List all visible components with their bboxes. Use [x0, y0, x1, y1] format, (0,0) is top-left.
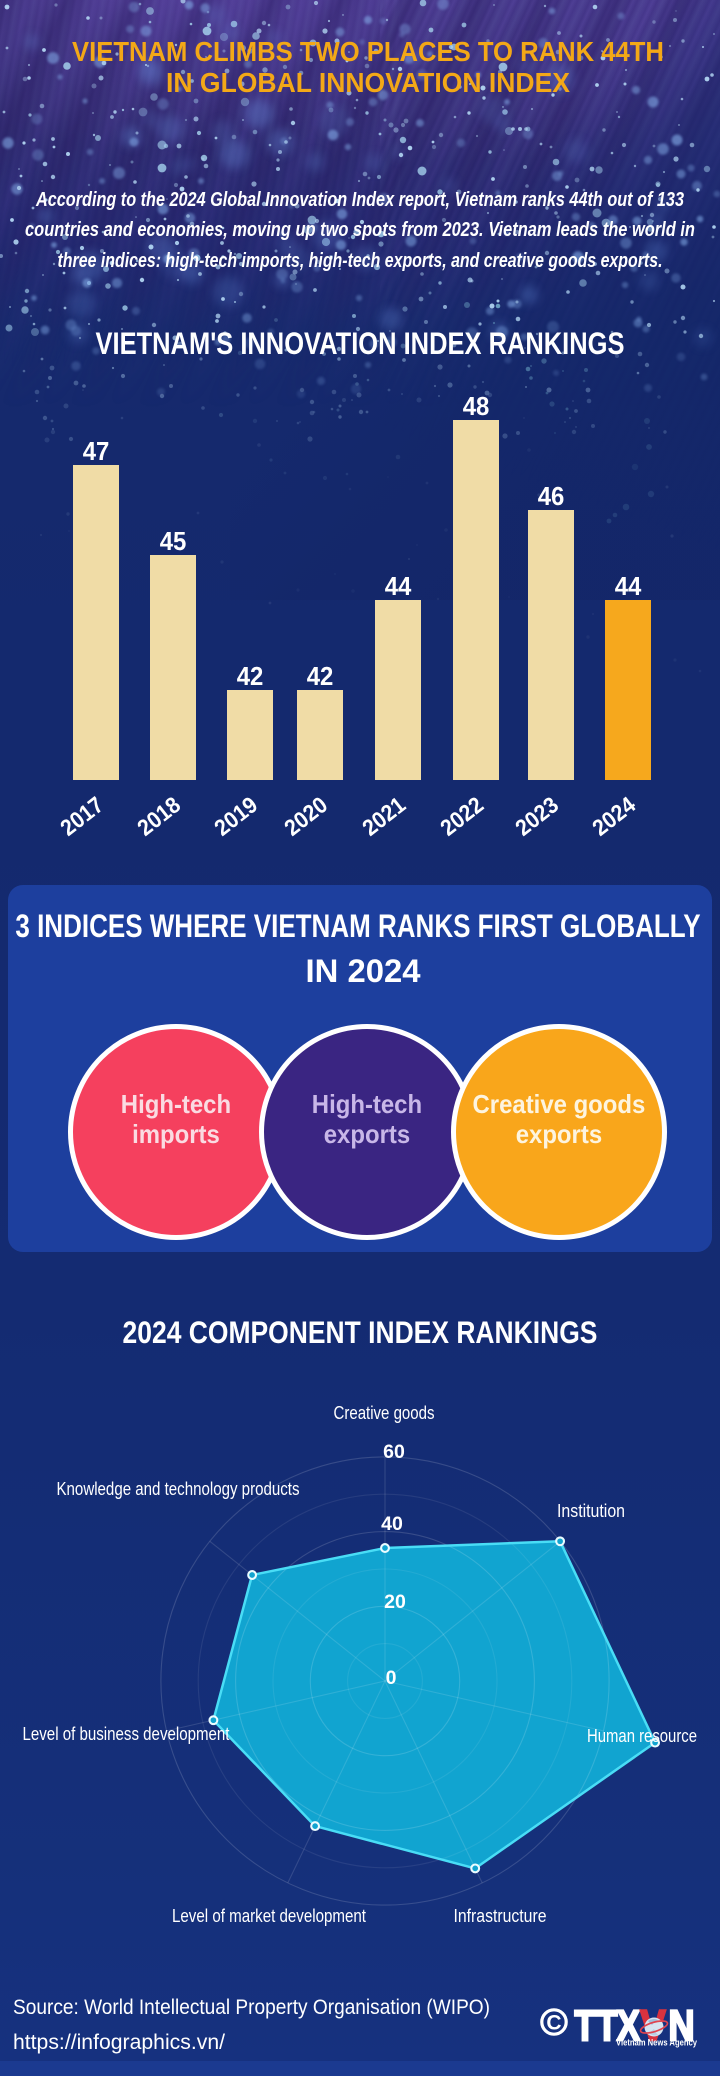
svg-text:0: 0: [386, 1667, 397, 1689]
svg-text:40: 40: [381, 1513, 403, 1535]
svg-text:Creative goods: Creative goods: [334, 1402, 435, 1423]
svg-text:C: C: [546, 2012, 561, 2035]
svg-text:20: 20: [384, 1591, 406, 1613]
svg-text:Infrastructure: Infrastructure: [454, 1905, 547, 1926]
svg-text:Vietnam News Agency: Vietnam News Agency: [616, 2038, 698, 2049]
svg-text:X: X: [617, 2002, 640, 2049]
svg-text:Institution: Institution: [557, 1500, 625, 1521]
svg-text:Level of market development: Level of market development: [172, 1905, 366, 1926]
svg-text:Human resource: Human resource: [587, 1725, 697, 1746]
svg-text:Level of business development: Level of business development: [23, 1723, 230, 1744]
svg-text:Knowledge and technology produ: Knowledge and technology products: [57, 1478, 300, 1499]
svg-text:T: T: [596, 2002, 617, 2049]
svg-text:T: T: [574, 2002, 595, 2049]
svg-text:N: N: [668, 2002, 694, 2050]
svg-text:60: 60: [383, 1441, 405, 1463]
